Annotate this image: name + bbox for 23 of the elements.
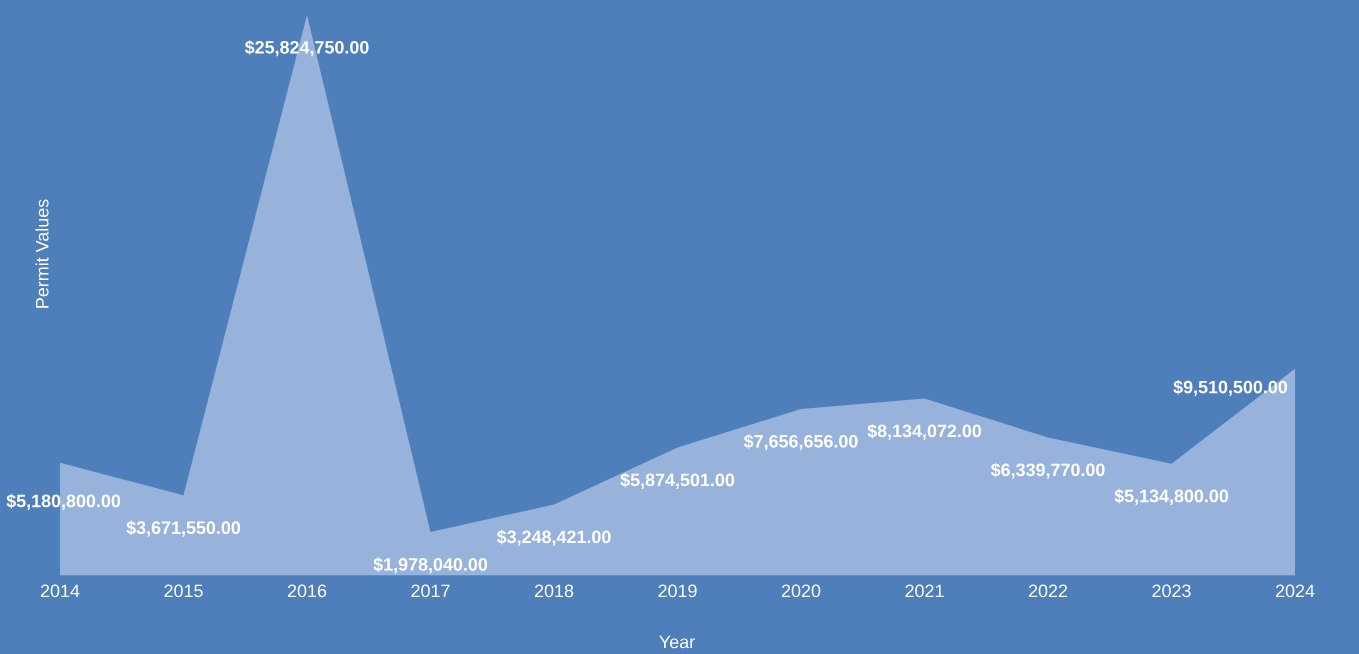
- data-label: $5,874,501.00: [620, 472, 735, 489]
- data-label: $1,978,040.00: [373, 557, 488, 574]
- y-axis-title: Permit Values: [35, 199, 49, 308]
- data-label: $3,671,550.00: [126, 520, 241, 537]
- x-tick-label: 2022: [1028, 584, 1068, 598]
- data-label: $9,510,500.00: [1173, 379, 1288, 397]
- x-tick-label: 2016: [287, 584, 327, 598]
- data-label: $25,824,750.00: [244, 40, 369, 57]
- data-label: $7,656,656.00: [743, 434, 858, 451]
- x-tick-label: 2014: [40, 584, 80, 598]
- x-tick-label: 2024: [1275, 584, 1315, 598]
- x-tick-label: 2015: [164, 584, 203, 598]
- data-label: $3,248,421.00: [496, 529, 611, 546]
- x-tick-label: 2021: [905, 584, 944, 598]
- x-tick-label: 2023: [1152, 584, 1191, 598]
- data-label: $5,134,800.00: [1114, 488, 1229, 505]
- x-axis-title: Year: [659, 635, 695, 649]
- data-label: $6,339,770.00: [990, 462, 1105, 479]
- x-tick-label: 2018: [534, 584, 574, 598]
- x-tick-label: 2019: [658, 584, 697, 598]
- x-tick-label: 2020: [781, 584, 821, 598]
- x-tick-label: 2017: [411, 584, 450, 598]
- data-label: $8,134,072.00: [867, 423, 982, 440]
